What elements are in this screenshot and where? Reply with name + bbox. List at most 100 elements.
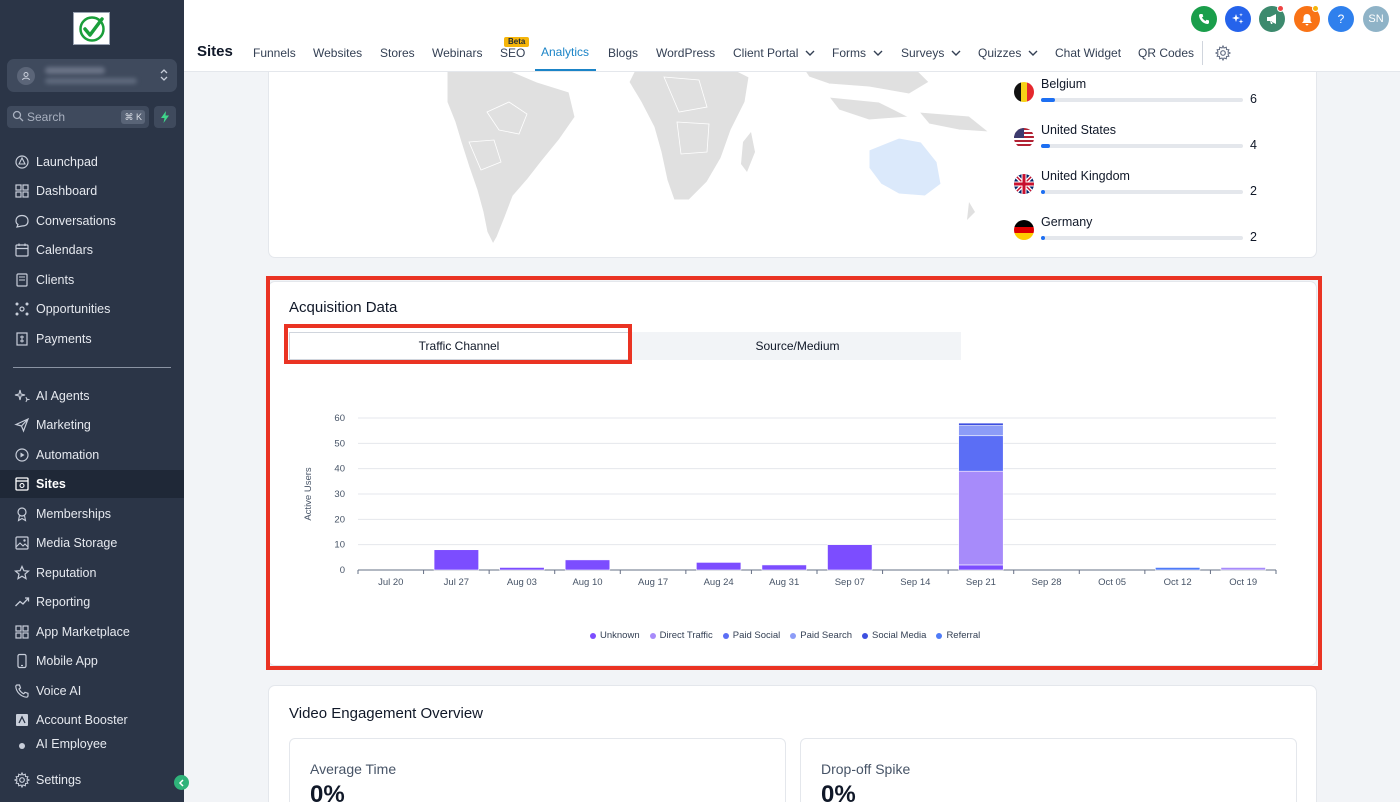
gear-icon <box>13 772 30 789</box>
settings-gear-icon[interactable] <box>1215 45 1231 61</box>
sidebar-item-voice-ai[interactable]: Voice AI <box>0 677 184 705</box>
sidebar-item-app-marketplace[interactable]: App Marketplace <box>0 618 184 646</box>
sites-icon <box>13 476 30 493</box>
y-tick-label: 40 <box>334 464 345 475</box>
announcements-button[interactable] <box>1259 5 1285 32</box>
account-switcher[interactable] <box>7 59 177 92</box>
company-logo[interactable] <box>73 12 110 45</box>
tab-label: SEO <box>500 46 526 60</box>
legend-item[interactable]: Referral <box>936 630 980 641</box>
account-address-redacted <box>45 78 137 84</box>
sidebar-item-dashboard[interactable]: Dashboard <box>0 177 184 205</box>
countries-map-card: Belgium 6 United States 4 United Kingdom 2 Ger… <box>268 72 1317 258</box>
tab-stores[interactable]: Stores <box>380 46 415 60</box>
tab-label: Forms <box>832 46 866 60</box>
sidebar-item-payments[interactable]: Payments <box>0 325 184 353</box>
sidebar-divider <box>13 367 171 368</box>
tab-websites[interactable]: Websites <box>313 46 362 60</box>
page-title: Sites <box>197 43 233 60</box>
tab-surveys[interactable]: Surveys <box>901 46 961 60</box>
legend-label: Direct Traffic <box>659 630 713 641</box>
notifications-button[interactable] <box>1294 5 1320 32</box>
search-shortcut: ⌘ K <box>121 110 145 124</box>
united-states-flag-icon <box>1014 128 1034 148</box>
x-tick-label: Aug 03 <box>507 577 537 588</box>
sidebar-item-mobile-app[interactable]: Mobile App <box>0 647 184 675</box>
bar-segment-unknown <box>761 564 807 571</box>
sidebar-item-automation[interactable]: Automation <box>0 441 184 469</box>
y-tick-label: 10 <box>334 540 345 551</box>
tab-forms[interactable]: Forms <box>832 46 883 60</box>
quick-action-button[interactable] <box>154 106 176 128</box>
tab-label: Analytics <box>541 45 590 59</box>
sidebar-item-settings[interactable]: Settings <box>0 766 184 794</box>
legend-item[interactable]: Unknown <box>590 630 640 641</box>
help-button[interactable]: ? <box>1328 6 1354 32</box>
video-title: Video Engagement Overview <box>289 705 484 722</box>
sidebar-item-label: Launchpad <box>36 155 98 169</box>
tab-client-portal[interactable]: Client Portal <box>733 46 815 60</box>
legend-item[interactable]: Paid Search <box>790 630 852 641</box>
tab-label: Chat Widget <box>1055 46 1122 60</box>
tab-chat-widget[interactable]: Chat Widget <box>1055 46 1121 60</box>
sidebar-item-ai-employee[interactable]: AI Employee <box>0 736 184 750</box>
collapse-sidebar-button[interactable] <box>174 775 189 790</box>
chevron-left-icon <box>178 778 184 787</box>
legend-item[interactable]: Direct Traffic <box>649 630 713 641</box>
country-count: 6 <box>1250 92 1257 106</box>
sidebar-item-media-storage[interactable]: Media Storage <box>0 529 184 557</box>
sidebar-item-conversations[interactable]: Conversations <box>0 207 184 235</box>
x-tick-label: Oct 12 <box>1164 577 1192 588</box>
sidebar-item-reputation[interactable]: Reputation <box>0 559 184 587</box>
tab-webinars[interactable]: Webinars <box>432 46 482 60</box>
tab-label: Websites <box>313 46 363 60</box>
sidebar-item-marketing[interactable]: Marketing <box>0 411 184 439</box>
payments-icon <box>13 331 30 348</box>
tab-wordpress[interactable]: WordPress <box>656 46 715 60</box>
tab-blogs[interactable]: Blogs <box>608 46 638 60</box>
tab-funnels[interactable]: Funnels <box>253 46 296 60</box>
bar-segment-social-media <box>958 422 1004 426</box>
metric-label: Average Time <box>310 761 397 777</box>
notification-dot <box>1277 5 1284 12</box>
bar-segment-unknown <box>696 562 742 571</box>
sidebar-item-launchpad[interactable]: Launchpad <box>0 148 184 176</box>
sidebar-item-reporting[interactable]: Reporting <box>0 588 184 616</box>
tab-seo[interactable]: SEO <box>500 46 525 60</box>
bar-segment-unknown <box>433 549 479 571</box>
sidebar-item-label: Sites <box>36 477 66 491</box>
sidebar-search[interactable]: Search ⌘ K <box>7 106 149 128</box>
sidebar-item-label: Reputation <box>36 566 97 580</box>
sidebar-item-memberships[interactable]: Memberships <box>0 500 184 528</box>
country-row: Germany 2 <box>1014 212 1264 252</box>
star-icon <box>13 565 30 582</box>
tab-qr-codes[interactable]: QR Codes <box>1138 46 1194 60</box>
tab-traffic-channel[interactable]: Traffic Channel <box>289 332 629 360</box>
chat-icon <box>13 213 30 230</box>
tab-label: Funnels <box>253 46 296 60</box>
x-tick-label: Aug 31 <box>769 577 799 588</box>
avatar-initials: SN <box>1368 13 1384 25</box>
sidebar-item-ai-agents[interactable]: AI Agents <box>0 382 184 410</box>
sidebar-item-account-booster[interactable]: Account Booster <box>0 706 184 734</box>
sidebar-item-calendars[interactable]: Calendars <box>0 236 184 264</box>
sidebar-item-sites[interactable]: Sites <box>0 470 184 498</box>
tab-analytics[interactable]: Analytics <box>541 45 589 59</box>
legend-item[interactable]: Paid Social <box>722 630 780 641</box>
country-count: 2 <box>1250 230 1257 244</box>
tab-source-medium[interactable]: Source/Medium <box>755 339 840 353</box>
booster-icon <box>13 712 30 729</box>
sidebar-item-label: AI Employee <box>36 737 107 750</box>
user-avatar[interactable]: SN <box>1363 6 1389 32</box>
bar-segment-unknown <box>827 544 873 571</box>
sidebar-item-label: Reporting <box>36 595 91 609</box>
ai-assistant-button[interactable] <box>1225 6 1251 32</box>
legend-item[interactable]: Social Media <box>862 630 926 641</box>
automation-icon <box>13 447 30 464</box>
tab-quizzes[interactable]: Quizzes <box>978 46 1038 60</box>
legend-swatch <box>722 632 729 639</box>
sidebar-item-clients[interactable]: Clients <box>0 266 184 294</box>
phone-button[interactable] <box>1191 6 1217 32</box>
metric-dropoff-spike: Drop-off Spike 0% <box>800 738 1297 802</box>
sidebar-item-opportunities[interactable]: Opportunities <box>0 295 184 323</box>
